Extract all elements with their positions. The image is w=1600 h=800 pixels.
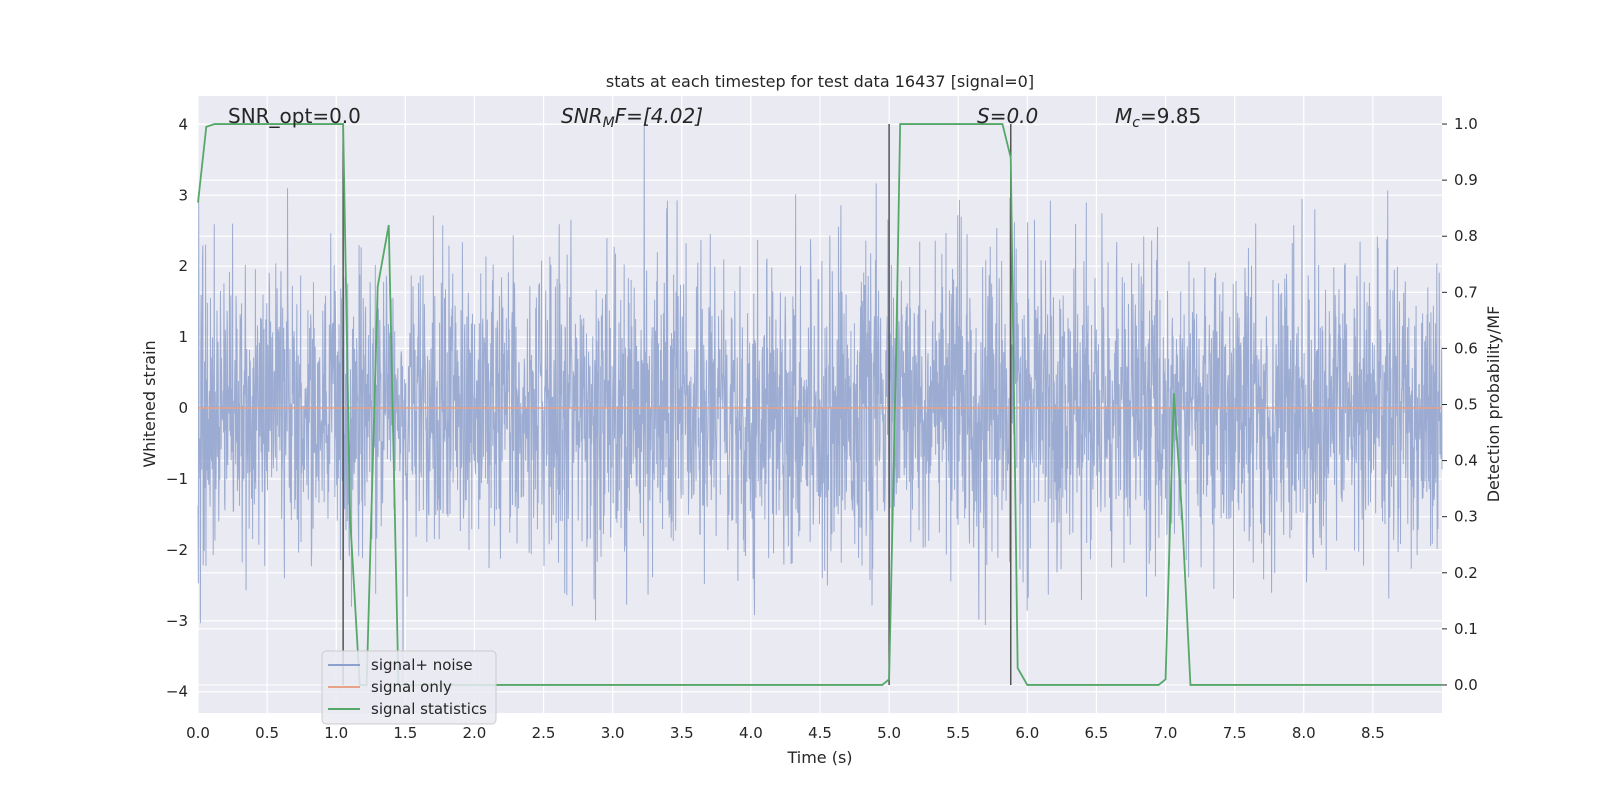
x-tick-label: 5.5 — [946, 724, 970, 742]
y-left-tick-labels: 4 3 2 1 0 −1 −2 −3 −4 — [166, 115, 188, 700]
legend: signal+ noise signal only signal statist… — [321, 650, 497, 725]
x-tick-label: 7.5 — [1223, 724, 1247, 742]
x-tick-label: 1.5 — [393, 724, 417, 742]
y-right-tick-labels: 1.0 0.9 0.8 0.7 0.6 0.5 0.4 0.3 0.2 0.1 0.0 — [1442, 115, 1478, 694]
snr-mf-annotation: SNRMF=[4.02] — [561, 104, 703, 131]
y-right-axis-label: Detection probability/MF — [1484, 306, 1503, 503]
y-left-tick-label: −1 — [166, 470, 188, 488]
y-right-tick-label: 1.0 — [1454, 115, 1478, 133]
x-tick-label: 1.0 — [324, 724, 348, 742]
noise-line — [197, 124, 1443, 685]
x-tick-label: 0.5 — [255, 724, 279, 742]
y-right-tick-label: 0.0 — [1454, 676, 1478, 694]
legend-label-signal-only: signal only — [371, 678, 452, 696]
legend-box — [321, 650, 497, 725]
x-tick-label: 4.5 — [808, 724, 832, 742]
legend-label-statistics: signal statistics — [371, 700, 487, 718]
snr-mf-rest: F=[4.02] — [615, 104, 703, 128]
y-left-tick-label: −3 — [166, 612, 188, 630]
mc-sub: c — [1132, 115, 1140, 131]
snr-opt-annotation: SNR_opt=0.0 — [228, 104, 361, 128]
x-tick-label: 8.5 — [1361, 724, 1385, 742]
y-left-axis-label: Whitened strain — [140, 340, 159, 467]
x-tick-label: 5.0 — [877, 724, 901, 742]
y-left-tick-label: −4 — [166, 683, 188, 701]
mc-annotation: Mc=9.85 — [1115, 104, 1201, 131]
statistics-series — [197, 123, 1442, 686]
x-tick-label: 4.0 — [739, 724, 763, 742]
y-left-tick-label: 2 — [178, 257, 188, 275]
y-right-tick-label: 0.2 — [1454, 564, 1478, 582]
x-tick-label: 2.5 — [532, 724, 556, 742]
mc-rest: =9.85 — [1140, 104, 1201, 128]
x-tick-label: 3.0 — [601, 724, 625, 742]
y-right-tick-label: 0.3 — [1454, 508, 1478, 526]
y-right-tick-label: 0.1 — [1454, 620, 1478, 638]
chart-title: stats at each timestep for test data 164… — [606, 72, 1034, 91]
x-tick-labels: 0.0 0.5 1.0 1.5 2.0 2.5 3.0 3.5 4.0 4.5 5.0 5.5 6.0 6… — [186, 724, 1385, 742]
x-tick-label: 2.0 — [463, 724, 487, 742]
x-axis-label: Time (s) — [786, 748, 852, 767]
y-right-tick-label: 0.5 — [1454, 396, 1478, 414]
x-tick-label: 0.0 — [186, 724, 210, 742]
x-tick-label: 7.0 — [1154, 724, 1178, 742]
y-left-tick-label: 1 — [178, 328, 188, 346]
y-right-tick-label: 0.7 — [1454, 283, 1478, 301]
x-tick-label: 3.5 — [670, 724, 694, 742]
x-tick-label: 6.0 — [1015, 724, 1039, 742]
x-tick-label: 8.0 — [1292, 724, 1316, 742]
noise-series — [197, 124, 1443, 685]
y-right-tick-label: 0.9 — [1454, 171, 1478, 189]
y-right-tick-label: 0.8 — [1454, 227, 1478, 245]
y-left-tick-label: 3 — [178, 186, 188, 204]
y-left-tick-label: −2 — [166, 541, 188, 559]
y-left-tick-label: 4 — [178, 115, 188, 133]
statistics-line — [197, 123, 1442, 686]
y-left-tick-label: 0 — [178, 399, 188, 417]
legend-label-noise: signal+ noise — [371, 656, 473, 674]
snr-mf-sub: M — [603, 115, 615, 131]
s-annotation: S=0.0 — [977, 104, 1038, 128]
y-right-tick-label: 0.6 — [1454, 339, 1478, 357]
y-right-tick-label: 0.4 — [1454, 452, 1478, 470]
snr-mf-base: SNR — [561, 104, 603, 128]
s-annotation-text: S=0.0 — [977, 104, 1038, 128]
x-tick-label: 6.5 — [1085, 724, 1109, 742]
mc-base: M — [1115, 104, 1132, 128]
